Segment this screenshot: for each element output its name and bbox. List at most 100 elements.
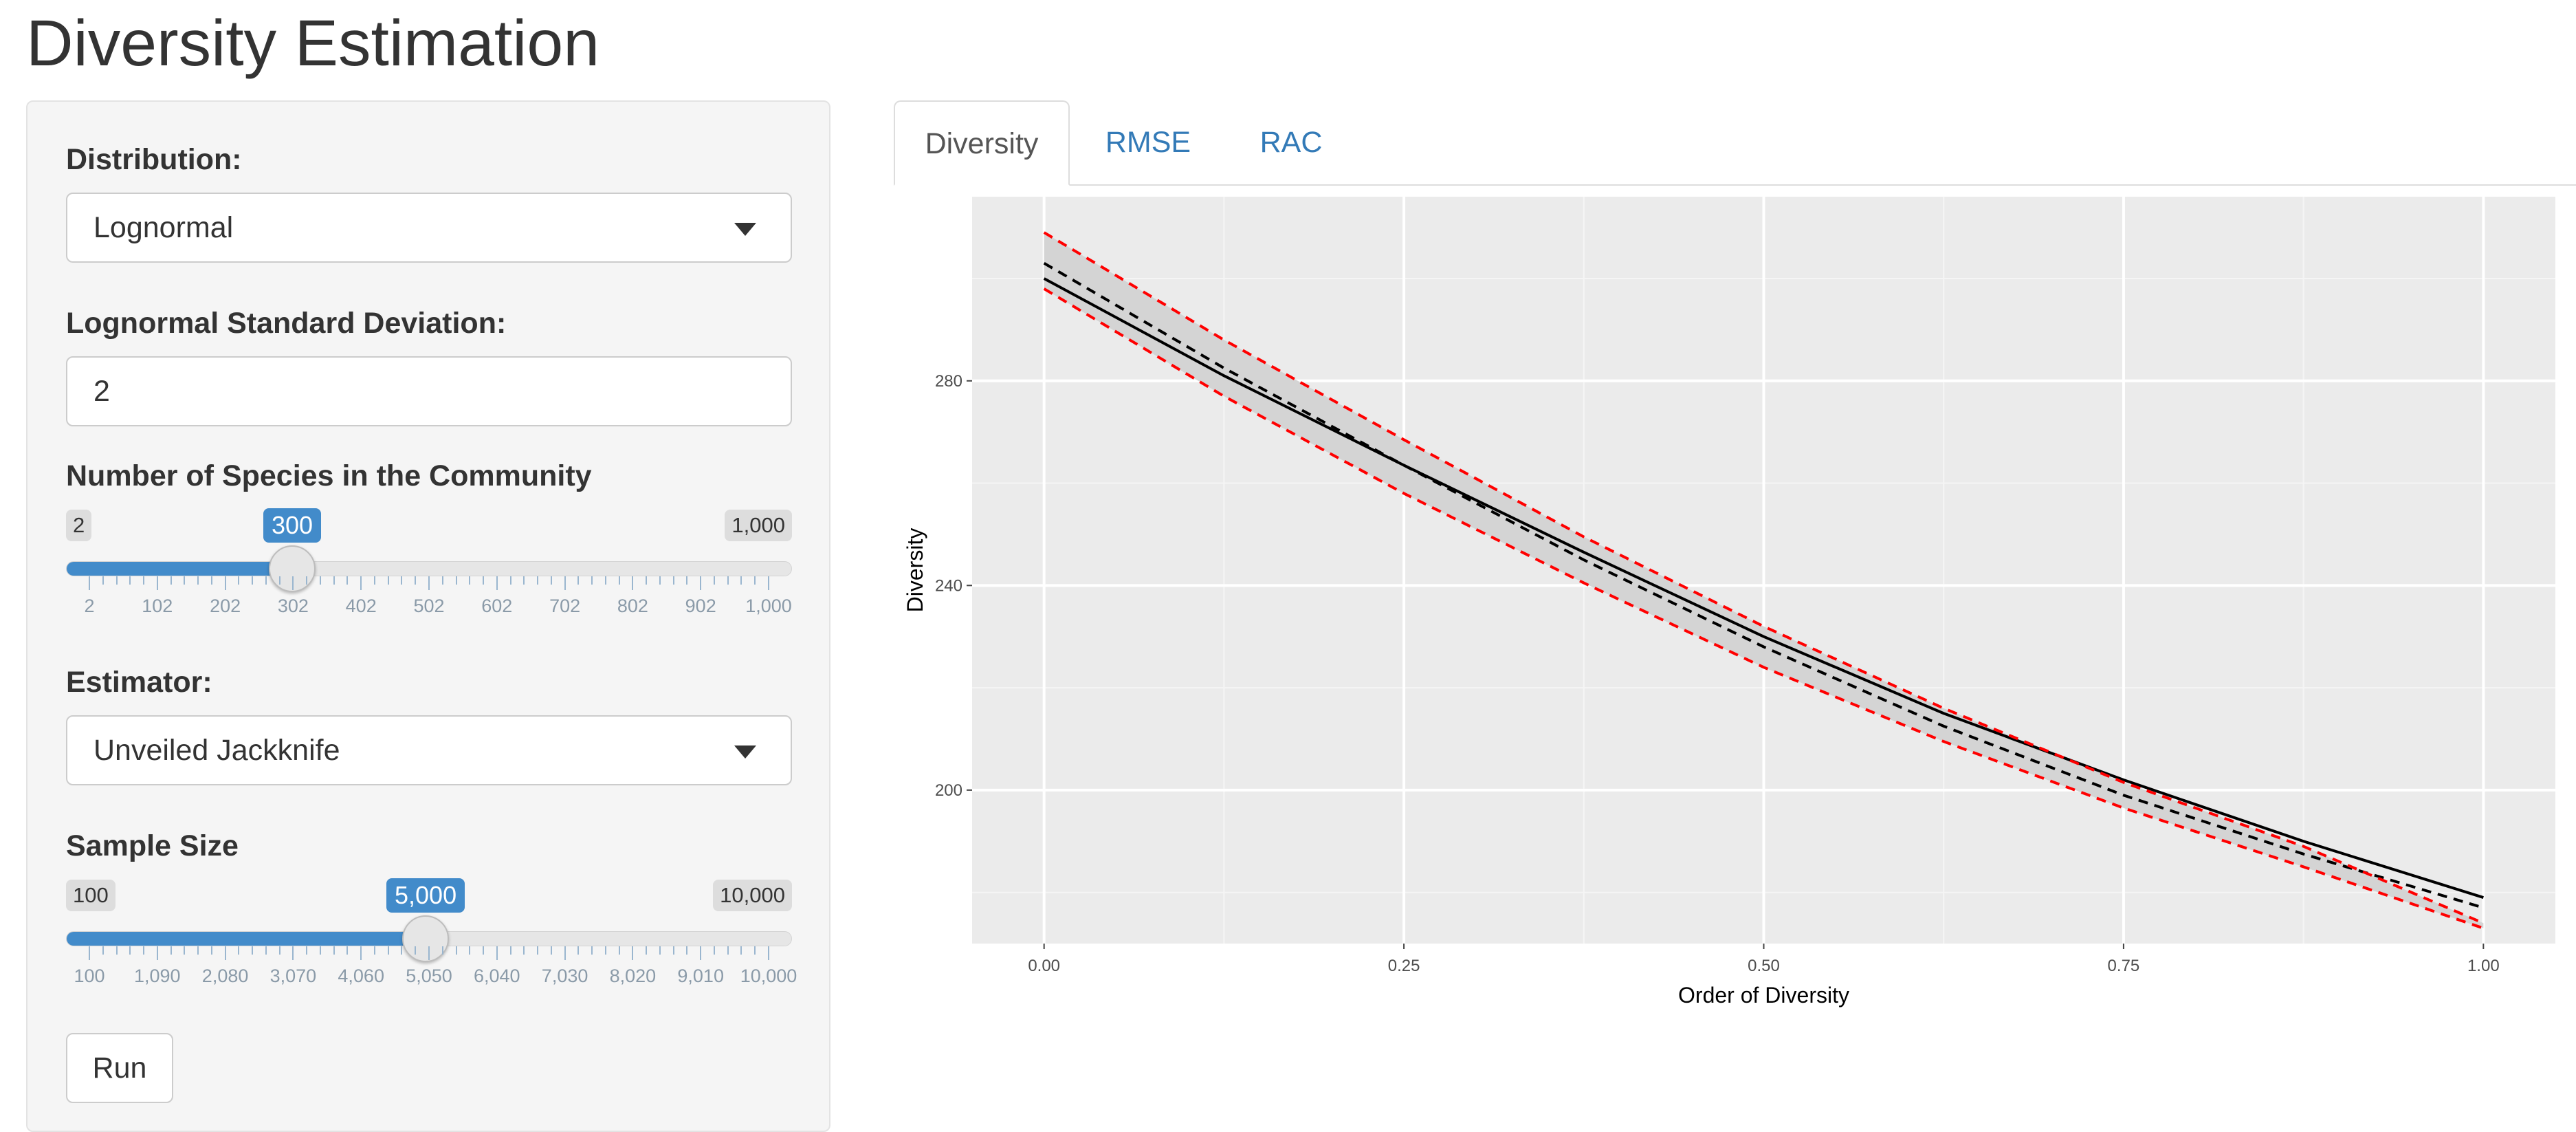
distribution-select[interactable]: Lognormal (66, 193, 792, 263)
sample-tick-label: 3,070 (269, 966, 317, 986)
species-minor-tick (210, 576, 212, 585)
sample-tick-label: 100 (74, 966, 105, 986)
species-major-tick (292, 576, 294, 590)
species-minor-tick (483, 576, 485, 585)
sample-major-tick (224, 946, 226, 960)
species-minor-tick (604, 576, 606, 585)
tabs-divider (894, 184, 2576, 186)
sample-minor-tick (509, 946, 511, 955)
tab-diversity[interactable]: Diversity (894, 100, 1070, 186)
sample-minor-tick (618, 946, 620, 955)
sample-minor-tick (455, 946, 457, 955)
species-minor-tick (333, 576, 335, 585)
species-minor-tick (373, 576, 375, 585)
species-tick-label: 902 (685, 596, 716, 616)
species-minor-tick (170, 576, 172, 585)
species-major-tick (632, 576, 634, 590)
estimator-value: Unveiled Jackknife (93, 734, 340, 767)
tab-rac[interactable]: RAC (1259, 126, 1323, 159)
estimator-select[interactable]: Unveiled Jackknife (66, 715, 792, 785)
sample-minor-tick (387, 946, 389, 955)
species-slider-fill (67, 562, 293, 576)
y-tick-label: 240 (935, 576, 962, 595)
sample-minor-tick (333, 946, 335, 955)
species-minor-tick (184, 576, 186, 585)
sample-minor-tick (210, 946, 212, 955)
sample-max-badge: 10,000 (713, 880, 792, 911)
sample-major-tick (89, 946, 90, 960)
sample-minor-tick (129, 946, 131, 955)
species-minor-tick (319, 576, 321, 585)
species-minor-tick (238, 576, 240, 585)
sample-major-tick (428, 946, 430, 960)
species-minor-tick (278, 576, 280, 585)
species-tick-label: 402 (345, 596, 377, 616)
species-value-badge: 300 (263, 508, 322, 543)
sample-minor-tick (754, 946, 756, 955)
sample-minor-tick (115, 946, 118, 955)
sample-minor-tick (238, 946, 240, 955)
sample-major-tick (360, 946, 362, 960)
sample-minor-tick (401, 946, 403, 955)
species-major-tick (428, 576, 430, 590)
species-min-badge: 2 (66, 510, 92, 541)
x-tick-label: 0.25 (1388, 957, 1420, 975)
sample-minor-tick (102, 946, 104, 955)
species-major-tick (360, 576, 362, 590)
sample-major-tick (292, 946, 294, 960)
species-minor-tick (143, 576, 145, 585)
sample-minor-tick (441, 946, 443, 955)
sample-tick-label: 6,040 (474, 966, 520, 986)
sample-minor-tick (591, 946, 593, 955)
species-minor-tick (197, 576, 199, 585)
sample-minor-tick (170, 946, 172, 955)
estimated-diversity-line (1043, 261, 2484, 909)
species-minor-tick (441, 576, 443, 585)
sample-minor-tick (537, 946, 539, 955)
sample-minor-tick (306, 946, 308, 955)
species-tick-label: 1,000 (745, 596, 792, 616)
distribution-label: Distribution: (66, 143, 242, 176)
sample-minor-tick (278, 946, 280, 955)
species-tick-label: 2 (84, 596, 95, 616)
sample-minor-tick (483, 946, 485, 955)
species-slider-handle[interactable] (269, 545, 316, 592)
x-tick-label: 0.50 (1748, 957, 1780, 975)
species-minor-tick (672, 576, 674, 585)
caret-down-icon (734, 223, 756, 236)
species-minor-tick (252, 576, 254, 585)
species-minor-tick (550, 576, 552, 585)
sample-minor-tick (184, 946, 186, 955)
species-minor-tick (646, 576, 648, 585)
sample-tick-label: 2,080 (201, 966, 249, 986)
sample-tick-label: 4,060 (338, 966, 384, 986)
sample-minor-tick (346, 946, 349, 955)
sample-major-tick (496, 946, 498, 960)
sample-minor-tick (197, 946, 199, 955)
sample-minor-tick (727, 946, 729, 955)
distribution-value: Lognormal (93, 211, 234, 244)
sd-input[interactable]: 2 (66, 356, 792, 426)
sample-major-tick (768, 946, 769, 960)
sample-minor-tick (577, 946, 580, 955)
run-button[interactable]: Run (66, 1033, 173, 1103)
species-minor-tick (591, 576, 593, 585)
species-major-tick (156, 576, 158, 590)
species-tick-label: 802 (617, 596, 648, 616)
sample-minor-tick (319, 946, 321, 955)
x-tick-label: 0.75 (2108, 957, 2140, 975)
species-minor-tick (713, 576, 715, 585)
sample-minor-tick (523, 946, 525, 955)
sample-minor-tick (672, 946, 674, 955)
caret-down-icon (734, 745, 756, 759)
sample-tick-label: 1,090 (134, 966, 181, 986)
species-slider-track[interactable] (66, 561, 792, 576)
species-major-tick (496, 576, 498, 590)
species-tick-label: 102 (142, 596, 173, 616)
upper-bound-line (1043, 231, 2485, 925)
species-major-tick (700, 576, 702, 590)
species-major-tick (224, 576, 226, 590)
sample-minor-tick (265, 946, 267, 955)
sample-slider-handle[interactable] (402, 915, 449, 962)
tab-rmse[interactable]: RMSE (1105, 126, 1191, 159)
